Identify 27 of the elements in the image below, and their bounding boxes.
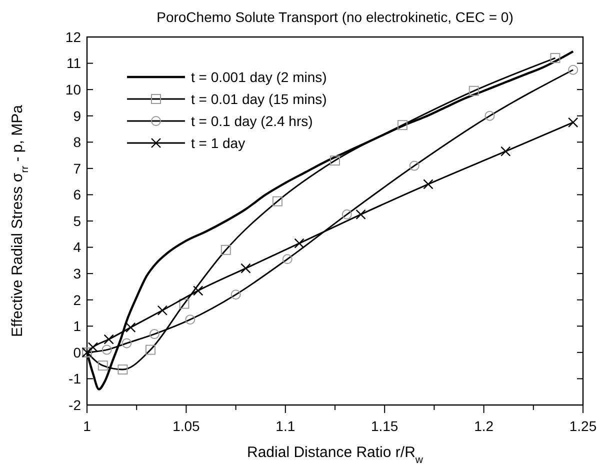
y-tick-label: 3 — [73, 265, 82, 282]
x-tick-label: 1.25 — [569, 418, 597, 434]
y-tick-label: 4 — [73, 239, 82, 256]
y-tick-label: 0 — [73, 344, 82, 360]
legend-label: t = 0.01 day (15 mins) — [191, 90, 327, 107]
y-tick-label: 1 — [73, 318, 82, 334]
y-tick-label: 7 — [73, 160, 82, 176]
y-tick-label: 9 — [73, 108, 82, 124]
x-axis-title: Radial Distance Ratio r/R$_{w}$ — [247, 444, 424, 466]
y-tick-label: 6 — [73, 186, 82, 203]
y-tick-label: 8 — [73, 134, 82, 150]
y-tick-label: 5 — [73, 212, 82, 229]
y-tick-label: 10 — [65, 81, 82, 98]
legend-label: t = 0.001 day (2 mins) — [191, 68, 327, 85]
y-tick-label: 2 — [73, 292, 82, 308]
x-tick-label: 1.2 — [474, 418, 494, 434]
legend-label: t = 0.1 day (2.4 hrs) — [191, 112, 313, 129]
x-tick-label: 1.05 — [172, 418, 200, 434]
x-tick-label: 1.1 — [276, 418, 296, 434]
x-tick-label: 1.15 — [370, 418, 398, 434]
legend-label: t = 1 day — [191, 134, 246, 151]
y-tick-label: 12 — [65, 28, 82, 45]
y-tick-label: -2 — [68, 396, 82, 413]
chart-title: PoroChemo Solute Transport (no electrokinetic, CEC = 0) — [156, 9, 514, 25]
y-tick-label: -1 — [68, 370, 82, 387]
y-tick-label: 11 — [66, 55, 82, 72]
x-tick-label: 1 — [83, 418, 92, 434]
